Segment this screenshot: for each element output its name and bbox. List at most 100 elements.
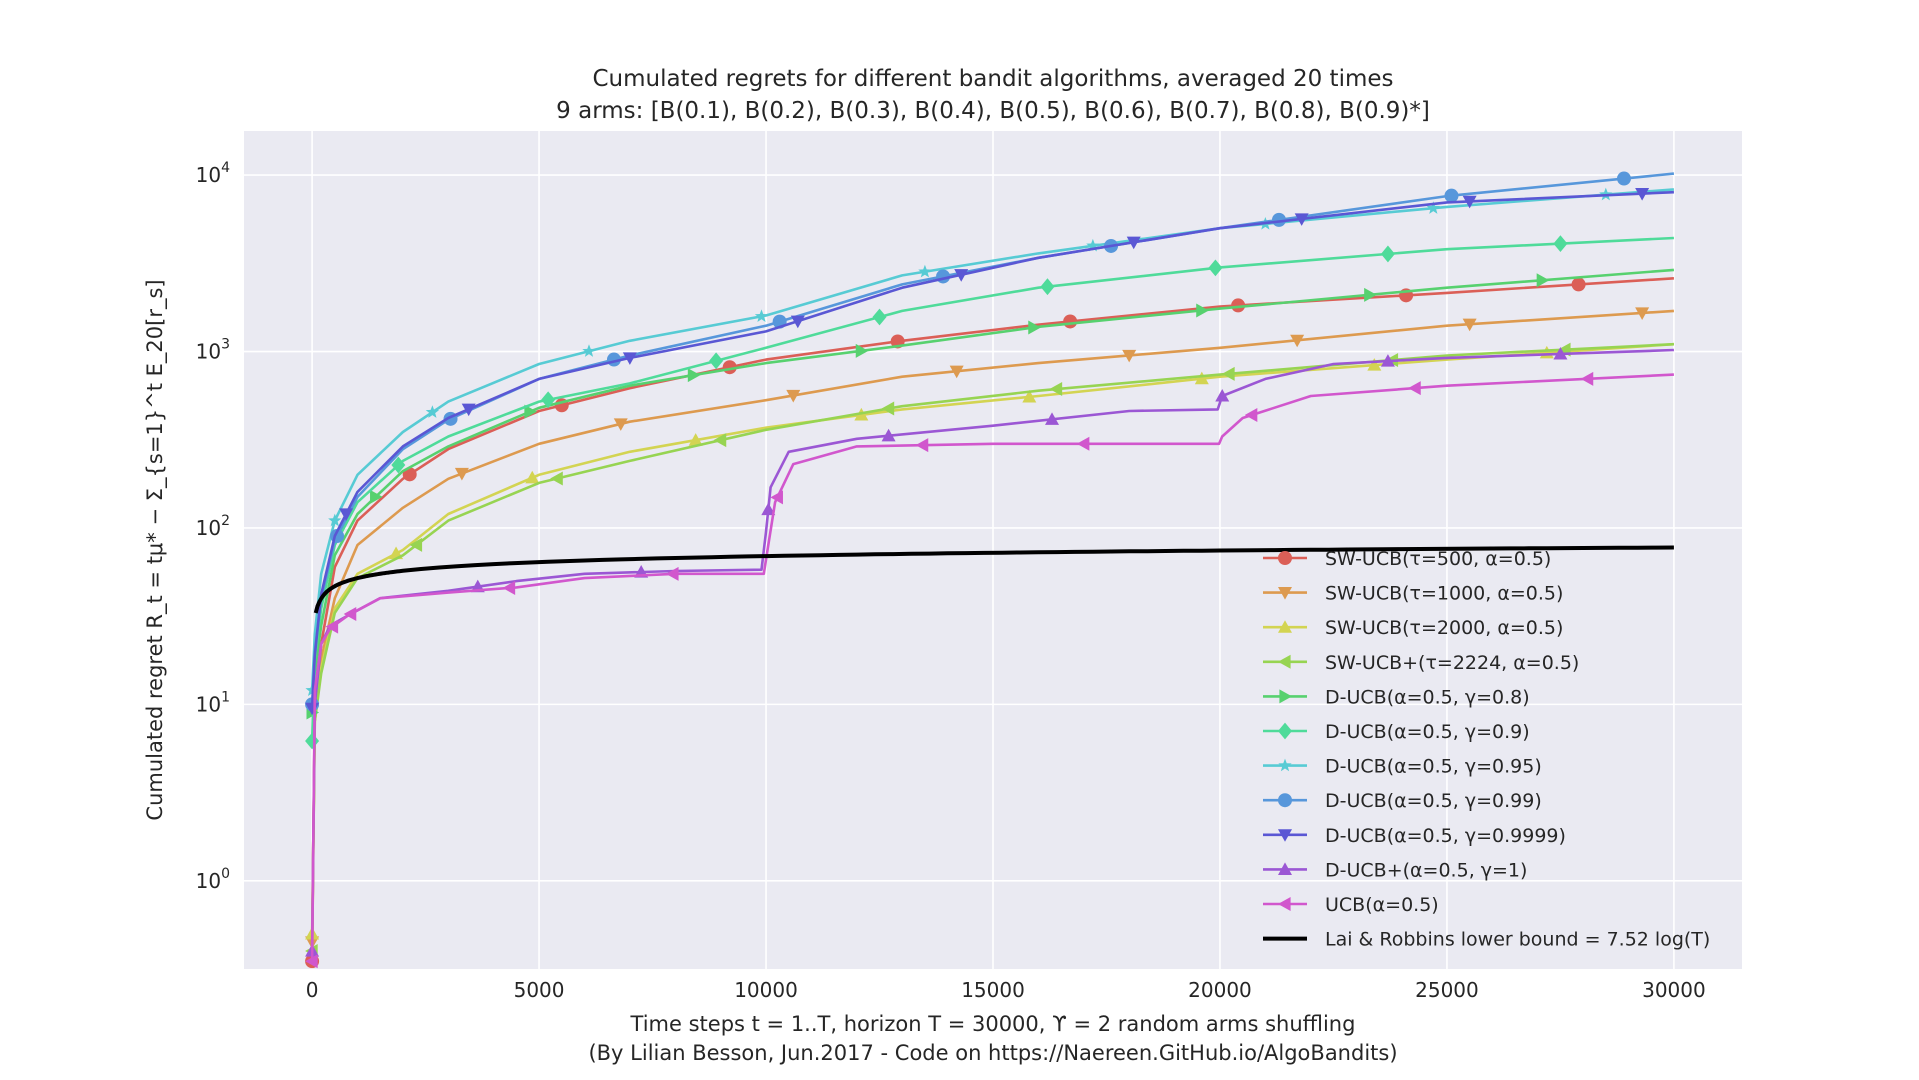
series-line [310, 373, 1674, 962]
legend: SW-UCB(τ=500, α=0.5) SW-UCB(τ=1000, α=0.5… [1263, 548, 1710, 951]
legend-entry-6: D-UCB(α=0.5, γ=0.95) [1263, 756, 1542, 778]
data-point [1040, 278, 1055, 296]
data-point [1380, 354, 1395, 367]
legend-entry-4: D-UCB(α=0.5, γ=0.8) [1263, 686, 1530, 708]
data-point [1367, 358, 1382, 371]
data-point [328, 513, 342, 527]
legend-label: D-UCB(α=0.5, γ=0.95) [1325, 756, 1542, 778]
data-point [1208, 259, 1223, 277]
data-point [1049, 382, 1063, 397]
data-point [1444, 188, 1459, 203]
data-point [1553, 235, 1568, 253]
legend-entry-3: SW-UCB+(τ=2224, α=0.5) [1263, 652, 1579, 674]
y-tick-exponent: 0 [221, 866, 230, 882]
legend-marker [1278, 722, 1292, 740]
data-point [524, 404, 537, 419]
x-tick-label: 5000 [514, 978, 565, 1002]
y-tick-label: 100 [196, 866, 230, 893]
legend-entry-8: D-UCB(α=0.5, γ=0.9999) [1263, 825, 1566, 847]
series-line [310, 190, 1674, 709]
data-point [343, 607, 357, 622]
legend-entry-11: Lai & Robbins lower bound = 7.52 log(T) [1263, 929, 1710, 951]
data-point [949, 365, 964, 379]
legend-label: SW-UCB(τ=2000, α=0.5) [1325, 617, 1563, 639]
data-point [1380, 245, 1395, 263]
data-point [786, 389, 801, 403]
chart-subtitle: 9 arms: [B(0.1), B(0.2), B(0.3), B(0.4),… [556, 98, 1430, 124]
data-point [622, 352, 637, 365]
data-point [582, 344, 596, 357]
series-line [310, 188, 1674, 691]
data-point [305, 954, 318, 969]
legend-marker [1278, 551, 1292, 565]
data-point [915, 438, 929, 453]
series-line [310, 236, 1674, 742]
data-point [688, 433, 703, 446]
legend-marker [1278, 587, 1292, 600]
legend-label: SW-UCB+(τ=2224, α=0.5) [1325, 652, 1579, 674]
data-point [425, 405, 440, 418]
series-8 [305, 188, 1674, 716]
x-tick-label: 10000 [734, 978, 798, 1002]
data-point [613, 418, 628, 431]
data-point [1408, 381, 1421, 396]
legend-label: D-UCB+(α=0.5, γ=1) [1325, 859, 1527, 881]
data-point [1126, 236, 1141, 250]
data-point [1553, 346, 1568, 360]
data-point [1222, 366, 1235, 381]
series-3 [305, 342, 1674, 958]
legend-label: SW-UCB(τ=1000, α=0.5) [1325, 583, 1563, 605]
data-point [402, 467, 417, 482]
x-tick-label: 20000 [1188, 978, 1252, 1002]
data-point [1028, 320, 1041, 335]
data-point [1426, 201, 1440, 214]
legend-entry-7: D-UCB(α=0.5, γ=0.99) [1263, 790, 1542, 812]
series-group [305, 171, 1675, 969]
legend-label: SW-UCB(τ=500, α=0.5) [1325, 548, 1551, 570]
data-point [1364, 287, 1377, 302]
data-point [525, 470, 540, 484]
x-tick-label: 30000 [1642, 978, 1706, 1002]
data-point [1244, 408, 1258, 423]
data-point [1462, 195, 1477, 209]
data-point [1635, 188, 1650, 201]
data-point [1462, 318, 1477, 332]
data-point [1122, 349, 1137, 363]
y-tick-exponent: 4 [221, 160, 230, 176]
legend-entry-10: UCB(α=0.5) [1263, 894, 1439, 916]
data-point [1294, 213, 1309, 226]
data-point [770, 490, 783, 505]
y-axis-label: Cumulated regret R_t = tμ* − Σ_{s=1}^t E… [143, 279, 168, 820]
data-point [1616, 171, 1631, 186]
legend-entry-9: D-UCB+(α=0.5, γ=1) [1263, 859, 1527, 881]
data-point [409, 537, 423, 552]
data-point [502, 580, 516, 595]
data-point [454, 467, 469, 481]
data-point [872, 308, 887, 326]
legend-entry-0: SW-UCB(τ=500, α=0.5) [1263, 548, 1551, 570]
data-point [550, 471, 563, 486]
data-point [790, 315, 805, 329]
legend-marker [1278, 793, 1292, 808]
legend-marker [1278, 829, 1292, 842]
legend-label: D-UCB(α=0.5, γ=0.8) [1325, 686, 1530, 708]
legend-marker [1278, 862, 1292, 875]
data-point [1290, 334, 1305, 348]
legend-label: Lai & Robbins lower bound = 7.52 log(T) [1325, 929, 1710, 951]
data-point [1194, 371, 1209, 385]
x-axis-label-credit: (By Lilian Besson, Jun.2017 - Code on ht… [588, 1041, 1397, 1065]
data-point [1022, 389, 1037, 403]
series-line [310, 277, 1674, 962]
data-point [713, 433, 727, 448]
data-point [1045, 412, 1060, 425]
data-point [339, 508, 354, 521]
data-point [1231, 298, 1246, 313]
legend-label: D-UCB(α=0.5, γ=0.99) [1325, 790, 1542, 812]
legend-entry-5: D-UCB(α=0.5, γ=0.9) [1263, 721, 1530, 743]
legend-label: UCB(α=0.5) [1325, 894, 1439, 916]
y-tick-exponent: 1 [221, 689, 230, 705]
data-point [391, 456, 406, 474]
data-point [1271, 212, 1286, 227]
legend-marker [1278, 897, 1291, 911]
